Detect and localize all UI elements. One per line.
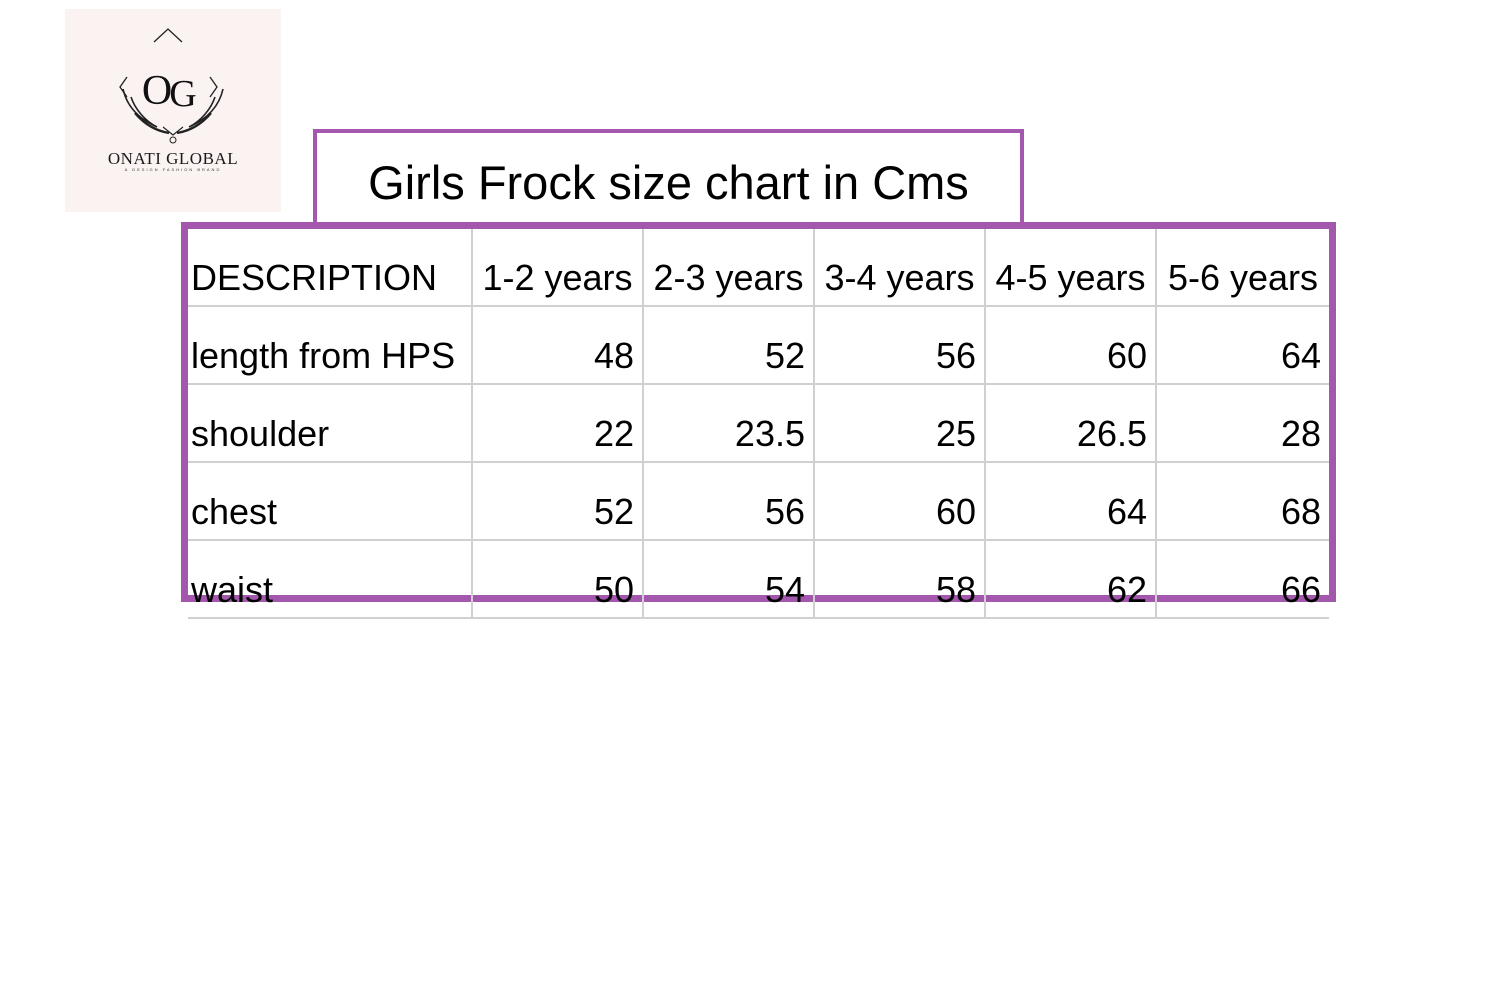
- measurement-cell: 52: [642, 305, 815, 385]
- measurement-cell: 50: [471, 539, 644, 619]
- table-row: chest 52 56 60 64 68: [188, 461, 1329, 541]
- row-label: waist: [188, 539, 473, 619]
- table-row: shoulder 22 23.5 25 26.5 28: [188, 383, 1329, 463]
- size-chart-frame: DESCRIPTION 1-2 years 2-3 years 3-4 year…: [181, 222, 1336, 619]
- header-description: DESCRIPTION: [188, 229, 473, 307]
- svg-text:O: O: [142, 68, 172, 114]
- measurement-cell: 26.5: [984, 383, 1157, 463]
- measurement-cell: 48: [471, 305, 644, 385]
- table-row: waist 50 54 58 62 66: [188, 539, 1329, 619]
- measurement-cell: 56: [813, 305, 986, 385]
- header-size: 1-2 years: [471, 229, 644, 307]
- header-size: 3-4 years: [813, 229, 986, 307]
- measurement-cell: 23.5: [642, 383, 815, 463]
- measurement-cell: 28: [1155, 383, 1329, 463]
- measurement-cell: 62: [984, 539, 1157, 619]
- logo-emblem-icon: O G: [119, 28, 224, 144]
- table-header-row: DESCRIPTION 1-2 years 2-3 years 3-4 year…: [188, 229, 1329, 307]
- measurement-cell: 66: [1155, 539, 1329, 619]
- logo-tagline: A DESIGN FASHION BRAND: [124, 167, 222, 172]
- measurement-cell: 64: [984, 461, 1157, 541]
- table-row: length from HPS 48 52 56 60 64: [188, 305, 1329, 385]
- row-label: length from HPS: [188, 305, 473, 385]
- logo-brand-name: ONATI GLOBAL: [107, 149, 239, 168]
- row-label: shoulder: [188, 383, 473, 463]
- measurement-cell: 60: [813, 461, 986, 541]
- row-label: chest: [188, 461, 473, 541]
- measurement-cell: 54: [642, 539, 815, 619]
- measurement-cell: 22: [471, 383, 644, 463]
- brand-logo: O G ONATI GLOBAL A DESIGN FASHION BRAND: [65, 9, 281, 212]
- size-chart-table: DESCRIPTION 1-2 years 2-3 years 3-4 year…: [188, 229, 1329, 619]
- measurement-cell: 25: [813, 383, 986, 463]
- measurement-cell: 56: [642, 461, 815, 541]
- measurement-cell: 52: [471, 461, 644, 541]
- measurement-cell: 68: [1155, 461, 1329, 541]
- header-size: 4-5 years: [984, 229, 1157, 307]
- title-box: Girls Frock size chart in Cms: [313, 129, 1024, 225]
- header-size: 5-6 years: [1155, 229, 1329, 307]
- header-size: 2-3 years: [642, 229, 815, 307]
- measurement-cell: 60: [984, 305, 1157, 385]
- page-title: Girls Frock size chart in Cms: [368, 156, 969, 209]
- svg-text:G: G: [169, 73, 196, 115]
- measurement-cell: 58: [813, 539, 986, 619]
- measurement-cell: 64: [1155, 305, 1329, 385]
